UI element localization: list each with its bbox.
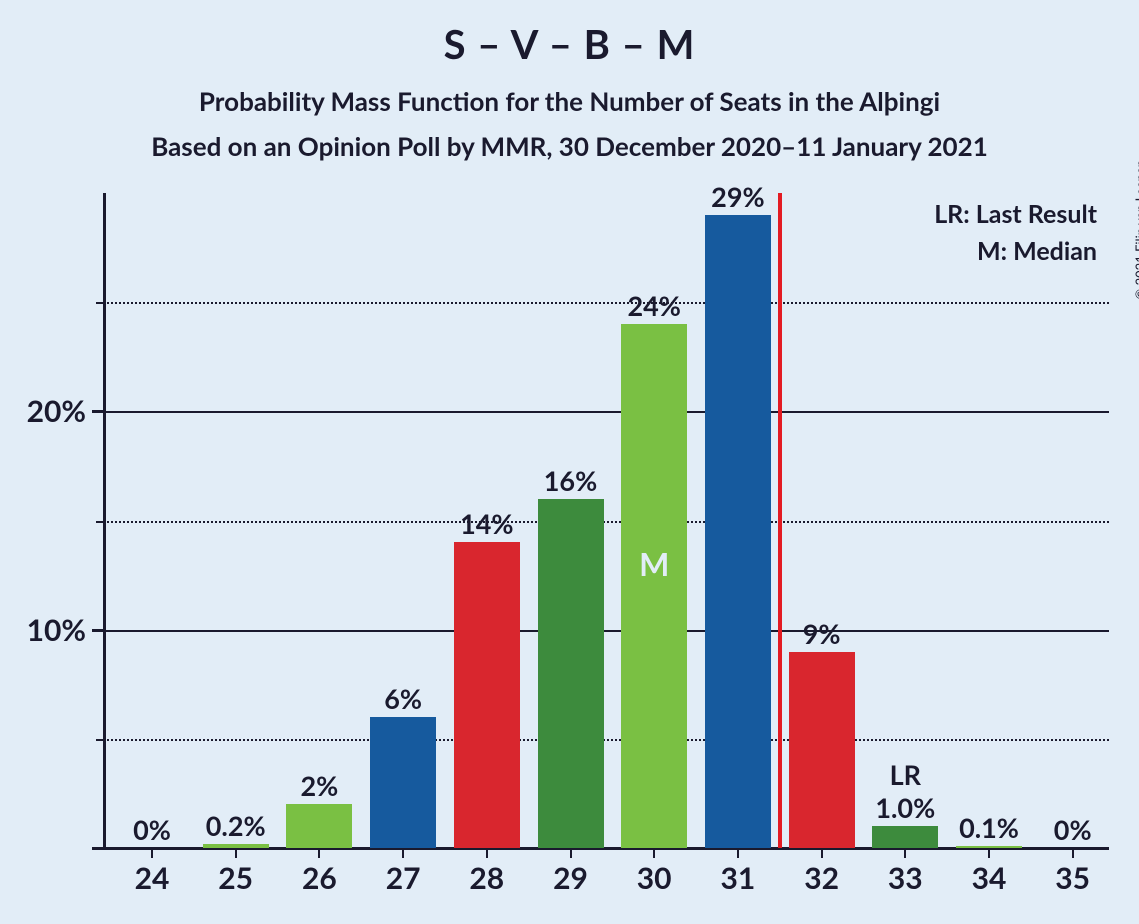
bar-value-label: 16% [523, 464, 619, 497]
x-axis-label: 29 [528, 860, 614, 896]
bar-value-label: 0% [104, 813, 200, 846]
x-tick [402, 848, 404, 858]
x-axis-label: 30 [611, 860, 697, 896]
bar-value-label: 0.2% [188, 809, 284, 842]
x-tick [235, 848, 237, 858]
chart-subtitle-2: Based on an Opinion Poll by MMR, 30 Dece… [0, 130, 1139, 162]
bar-value-label: 2% [271, 769, 367, 802]
y-tick [92, 847, 104, 850]
bar [286, 804, 352, 848]
x-axis-label: 34 [946, 860, 1032, 896]
x-axis-label: 27 [360, 860, 446, 896]
majority-divider [778, 193, 782, 848]
x-tick [904, 848, 906, 858]
x-axis-label: 24 [109, 860, 195, 896]
x-axis-label: 25 [193, 860, 279, 896]
legend-median: M: Median [977, 236, 1097, 266]
gridline-minor [104, 521, 1109, 523]
y-tick-minor [96, 521, 104, 523]
x-tick [486, 848, 488, 858]
chart-title: S – V – B – M [0, 20, 1139, 68]
y-tick [92, 629, 104, 632]
y-tick [92, 410, 104, 413]
gridline-major [104, 411, 1109, 413]
bar-value-label: 9% [774, 617, 870, 650]
x-tick [151, 848, 153, 858]
bar [872, 826, 938, 848]
bar [621, 324, 687, 848]
bar [454, 542, 520, 848]
y-tick-minor [96, 302, 104, 304]
x-axis-label: 32 [779, 860, 865, 896]
last-result-annotation: LR [857, 758, 953, 791]
bar-value-label: 6% [355, 682, 451, 715]
x-tick [1072, 848, 1074, 858]
gridline-major [104, 630, 1109, 632]
x-tick [318, 848, 320, 858]
legend-last-result: LR: Last Result [934, 199, 1097, 229]
x-tick [737, 848, 739, 858]
y-tick-minor [96, 739, 104, 741]
bar [789, 652, 855, 849]
x-axis-label: 33 [862, 860, 948, 896]
chart-subtitle-1: Probability Mass Function for the Number… [0, 85, 1139, 117]
bar-value-label: 14% [439, 507, 535, 540]
bar [370, 717, 436, 848]
x-tick [988, 848, 990, 858]
gridline-minor [104, 739, 1109, 741]
bar [705, 215, 771, 848]
bar [538, 499, 604, 848]
bar-value-label: 1.0% [857, 791, 953, 824]
x-axis-label: 26 [276, 860, 362, 896]
x-axis-label: 31 [695, 860, 781, 896]
x-tick [653, 848, 655, 858]
x-tick [570, 848, 572, 858]
copyright-text: © 2021 Filip van Laenen [1133, 160, 1139, 300]
x-axis-label: 35 [1030, 860, 1116, 896]
median-annotation: M [621, 544, 687, 583]
x-tick [821, 848, 823, 858]
bar-value-label: 24% [606, 289, 702, 322]
x-axis-label: 28 [444, 860, 530, 896]
y-axis-label: 20% [6, 393, 86, 429]
bar-value-label: 29% [690, 180, 786, 213]
y-axis-label: 10% [6, 612, 86, 648]
plot-area: 10%20%240%250.2%262%276%2814%2916%3024%M… [104, 193, 1109, 848]
bar-value-label: 0% [1025, 813, 1121, 846]
bar-value-label: 0.1% [941, 811, 1037, 844]
